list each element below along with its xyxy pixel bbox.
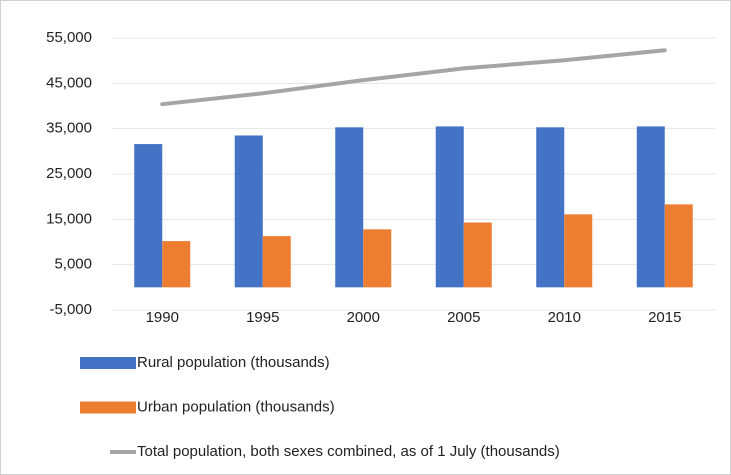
bar	[363, 229, 392, 288]
bar	[335, 127, 364, 288]
legend-label: Total population, both sexes combined, a…	[137, 443, 560, 460]
x-tick-label: 2000	[347, 309, 380, 326]
legend-swatch	[80, 357, 136, 369]
bar	[162, 241, 191, 288]
bar	[234, 135, 263, 288]
bar	[536, 127, 565, 288]
x-tick-label: 2010	[548, 309, 581, 326]
legend-swatch	[80, 401, 136, 414]
y-tick-label: 5,000	[54, 256, 92, 273]
x-tick-label: 1995	[246, 309, 279, 326]
line	[160, 48, 667, 107]
bar	[664, 204, 693, 288]
bar	[435, 126, 464, 288]
bar	[134, 144, 163, 288]
bar	[564, 214, 593, 288]
x-tick-label: 1990	[146, 309, 179, 326]
y-tick-label: 45,000	[46, 74, 92, 91]
bar	[463, 222, 492, 288]
bar	[262, 236, 291, 288]
y-tick-label: 25,000	[46, 165, 92, 182]
legend-label: Urban population (thousands)	[137, 398, 335, 415]
bar	[636, 126, 665, 288]
y-tick-label: -5,000	[49, 301, 92, 318]
x-tick-label: 2015	[648, 309, 681, 326]
x-tick-label: 2005	[447, 309, 480, 326]
y-tick-label: 55,000	[46, 29, 92, 46]
y-tick-label: 35,000	[46, 120, 92, 137]
legend-label: Rural population (thousands)	[137, 354, 330, 371]
y-tick-label: 15,000	[46, 210, 92, 227]
